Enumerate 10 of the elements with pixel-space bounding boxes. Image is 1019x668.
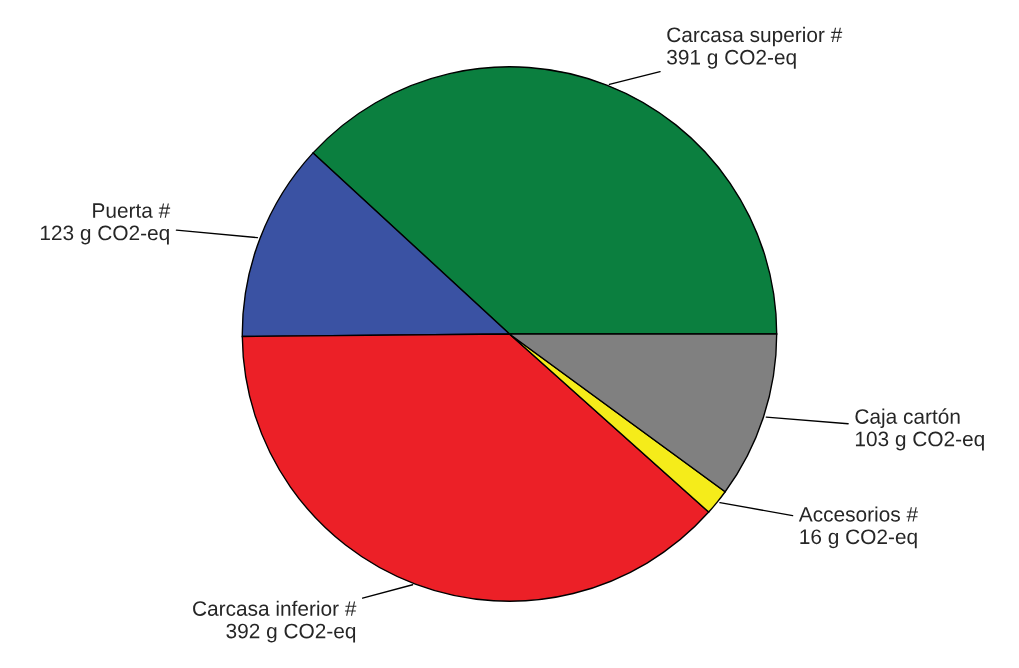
data-label: 391 g CO2-eq — [667, 49, 796, 69]
data-label: 103 g CO2-eq — [855, 431, 984, 451]
data-label: 392 g CO2-eq — [226, 623, 356, 643]
slice-label: Carcasa superior # — [667, 26, 843, 47]
slice-label: Caja cartón — [855, 408, 960, 429]
slice-label: Puerta # — [93, 203, 171, 218]
data-label: 16 g CO2-eq — [800, 529, 917, 549]
slice-label: Accesorios # — [798, 506, 918, 522]
data-label: 123 g CO2-eq — [40, 225, 169, 245]
slice-label: Carcasa inferior # — [193, 600, 357, 616]
